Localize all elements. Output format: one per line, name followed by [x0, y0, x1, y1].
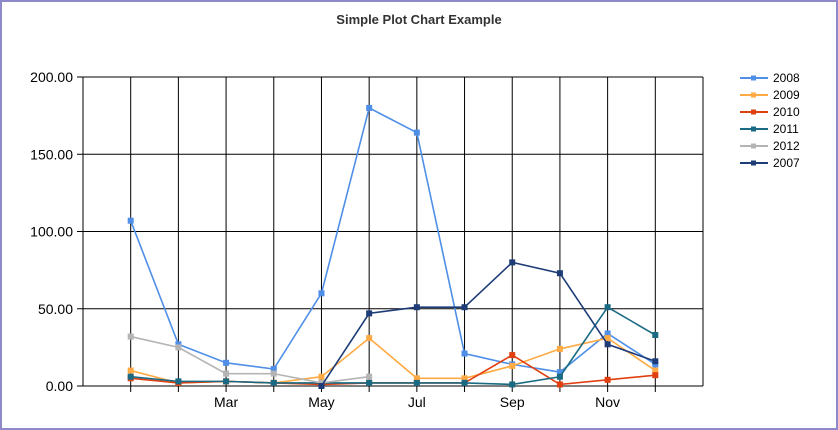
data-point-2007 — [509, 259, 516, 266]
legend-label-2008: 2008 — [773, 71, 800, 85]
data-point-2008 — [461, 350, 468, 357]
y-tick-label: 200.00 — [30, 69, 73, 85]
legend-marker-2011 — [751, 126, 756, 132]
data-point-2007 — [318, 383, 325, 389]
data-point-2011 — [175, 378, 182, 385]
data-point-2012 — [175, 344, 182, 351]
legend-label-2012: 2012 — [773, 139, 800, 153]
data-point-2009 — [509, 362, 516, 369]
data-point-2011 — [556, 373, 563, 380]
x-tick-label: Jul — [408, 394, 426, 410]
series-line-2007 — [320, 261, 656, 387]
legend-label-2009: 2009 — [773, 88, 800, 102]
y-tick-label: 50.00 — [38, 301, 73, 317]
data-point-2011 — [270, 379, 277, 386]
data-point-2008 — [318, 290, 325, 297]
data-point-2009 — [318, 373, 325, 380]
y-tick-label: 0.00 — [46, 378, 73, 394]
legend-label-2007: 2007 — [773, 156, 800, 170]
data-point-2009 — [652, 367, 659, 374]
data-point-2007 — [366, 310, 373, 317]
data-point-2007 — [604, 341, 611, 348]
legend-label-2011: 2011 — [773, 122, 799, 136]
data-point-2009 — [366, 335, 373, 342]
data-point-2009 — [461, 375, 468, 382]
data-point-2011 — [223, 378, 230, 385]
data-point-2010 — [509, 352, 516, 359]
legend-label-2010: 2010 — [773, 105, 800, 119]
data-point-2011 — [366, 379, 373, 386]
data-point-2012 — [127, 333, 134, 340]
data-point-2008 — [270, 366, 277, 373]
data-point-2008 — [127, 217, 134, 224]
data-point-2012 — [318, 379, 325, 386]
data-point-2012 — [223, 370, 230, 377]
data-point-2011 — [127, 373, 134, 380]
series-line-2008 — [129, 106, 656, 373]
x-tick-label: May — [308, 394, 334, 410]
data-point-2010 — [556, 381, 563, 388]
chart-title: Simple Plot Chart Example — [336, 12, 502, 27]
y-tick-label: 150.00 — [30, 146, 73, 162]
data-point-2008 — [175, 341, 182, 348]
data-point-2008 — [223, 359, 230, 366]
x-tick-label: Mar — [214, 394, 238, 410]
data-point-2011 — [461, 379, 468, 386]
data-point-2010 — [604, 376, 611, 383]
data-point-2011 — [652, 332, 659, 339]
data-point-2008 — [652, 361, 659, 368]
x-tick-label: Sep — [500, 394, 525, 410]
data-point-2008 — [366, 104, 373, 111]
legend-marker-2007 — [751, 160, 756, 166]
data-point-2009 — [604, 335, 611, 342]
data-point-2008 — [556, 369, 563, 376]
data-point-2007 — [413, 304, 420, 311]
data-point-2009 — [127, 367, 134, 374]
legend-marker-2010 — [751, 109, 756, 115]
data-point-2009 — [413, 375, 420, 382]
data-point-2011 — [509, 381, 516, 388]
data-point-2007 — [652, 358, 659, 365]
series-line-2009 — [130, 337, 656, 384]
data-point-2012 — [270, 370, 277, 377]
data-point-2011 — [604, 304, 611, 311]
data-point-2009 — [556, 345, 563, 352]
data-point-2007 — [461, 304, 468, 311]
legend-marker-2012 — [751, 143, 756, 149]
x-tick-label: Nov — [595, 394, 620, 410]
series-line-2011 — [130, 306, 656, 386]
legend-marker-2009 — [751, 92, 756, 98]
data-point-2010 — [652, 372, 659, 379]
series-line-2012 — [130, 335, 370, 384]
data-point-2007 — [556, 270, 563, 277]
legend-marker-2008 — [751, 75, 756, 81]
y-tick-label: 100.00 — [30, 224, 73, 240]
data-point-2011 — [413, 379, 420, 386]
data-point-2008 — [413, 129, 420, 136]
data-point-2012 — [366, 373, 373, 380]
data-point-2008 — [604, 330, 611, 337]
